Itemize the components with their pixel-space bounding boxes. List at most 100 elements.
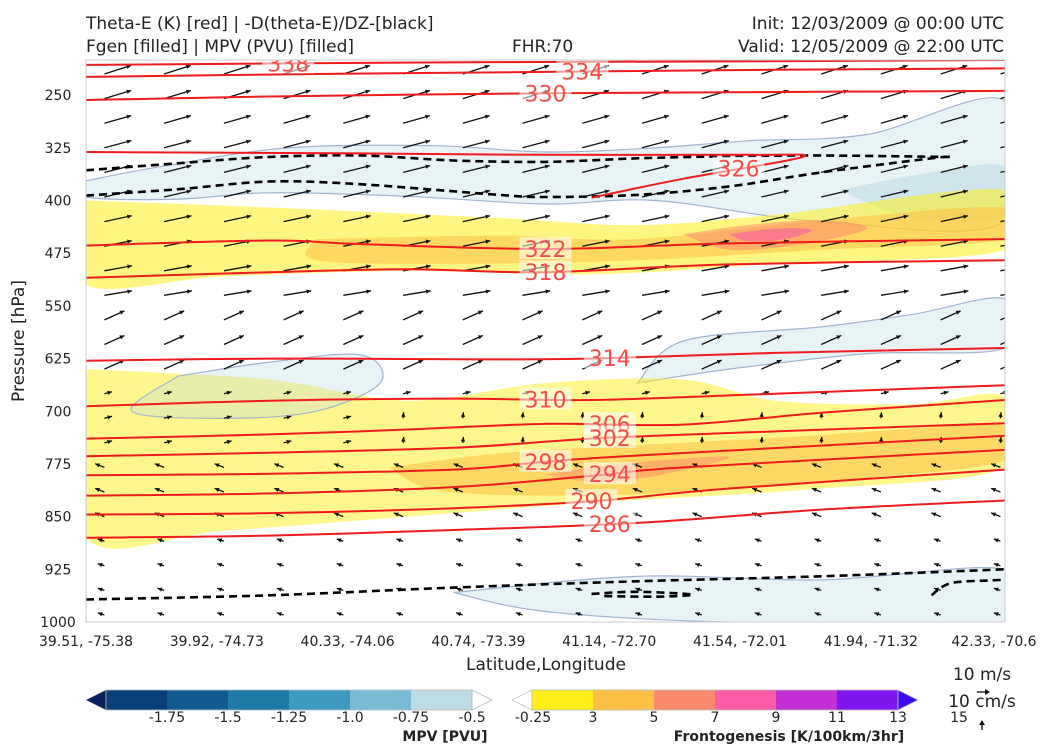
wind-arrowhead [396,563,402,567]
wind-arrowhead [365,239,371,244]
wind-arrow [1000,366,1005,370]
wind-arrowhead [962,114,968,119]
theta-e-contour-306 [86,399,1005,440]
wind-arrowhead [365,139,371,144]
contour-label-314: 314 [589,347,631,372]
fill-region [635,297,1005,384]
y-axis-ticks: 250 325 400 475 550 625 700 775 850 925 1000 [40,88,76,631]
wind-arrowhead [783,114,789,119]
wind-arrow [223,290,252,296]
wind-arrow [462,164,491,174]
wind-arrow [761,114,789,124]
wind-arrowhead [484,64,490,69]
wind-arrowhead [955,335,961,340]
wind-arrowhead [635,587,641,592]
contour-label-bg [262,60,315,74]
wind-arrowhead [537,360,543,364]
scale-arrowhead [985,689,990,695]
wind-arrowhead [298,310,304,315]
wind-arrow [402,189,431,198]
wind-arrowhead [991,463,997,468]
colorbar-swatch [167,690,229,710]
wind-arrow [223,215,252,223]
wind-arrowhead [754,612,760,617]
wind-arrowhead [1022,65,1027,69]
y-axis-label: Pressure [hPa] [9,280,29,402]
colorbar-swatch [837,690,899,710]
wind-arrowhead [776,360,782,364]
wind-arrowhead [95,463,101,468]
wind-arrowhead [305,164,311,169]
wind-arrow [761,189,789,198]
wind-arrowhead [1023,140,1028,144]
contour-label-290: 290 [571,490,613,515]
theta-e-contour-302 [86,422,1005,458]
wind-arrowhead [938,412,943,417]
wind-arrowhead [306,189,311,194]
wind-arrowhead [245,64,251,69]
wind-arrow [582,89,610,100]
contour-label-bg [556,60,609,82]
wind-arrowhead [993,538,999,543]
wind-arrowhead [127,239,132,244]
wind-arrowhead [879,412,884,417]
wind-arrow [761,139,789,149]
wind-arrowhead [424,64,430,69]
wind-arrow [462,139,490,149]
wind-arrowhead [425,139,431,144]
wind-arrow [641,164,670,174]
wind-arrowhead [126,64,131,69]
contour-label-302: 302 [589,427,631,452]
wind-arrowhead [405,390,411,395]
wind-arrowhead [604,214,610,219]
wind-arrowhead [456,612,462,617]
wind-arrow [522,290,551,296]
wind-arrowhead [185,64,191,69]
mpv-colorbar-title: MPV [PVU] [402,729,487,745]
wind-arrowhead [874,587,880,592]
wind-arrowhead [346,439,352,445]
wind-arrowhead [931,463,937,468]
wind-arrowhead [460,436,466,442]
wind-arrow [940,189,969,198]
wind-arrowhead [396,538,402,543]
wind-arrowhead [843,114,849,119]
wind-arrowhead [186,214,192,219]
wind-arrowhead [119,310,125,315]
wind-arrowhead [883,390,889,395]
wind-arrowhead [573,512,578,517]
wind-arrow [163,114,192,124]
theta-e-contour-322 [86,238,1005,251]
wind-arrow [283,265,312,272]
wind-arrowhead [692,512,698,517]
wind-arrowhead [418,310,424,315]
wind-arrowhead [934,538,939,543]
wind-arrowhead [604,189,610,194]
wind-arrowhead [716,360,722,364]
wind-arrowhead [842,64,848,69]
wind-arrowhead [871,463,877,468]
colorbar-swatch [106,690,168,710]
fgen-colorbar-title: Frontogenesis [K/100km/3hr] [674,729,904,745]
wind-arrowhead [358,335,364,340]
wind-arrow [880,290,909,296]
wind-arrowhead [635,612,641,617]
wind-arrowhead [336,563,342,567]
y-tick-label: 925 [45,562,72,578]
x-tick-label: 39.51, -75.38 [39,634,133,650]
title-line-2: Fgen [filled] | MPV (PVU) [filled] [86,37,355,57]
wind-arrow [701,114,729,124]
wind-arrowhead [477,335,483,340]
wind-arrowhead [214,463,220,468]
y-tick-label: 850 [45,510,72,526]
y-tick-label: 325 [45,141,72,157]
wind-arrow [641,64,669,75]
wind-arrowhead [575,563,581,567]
wind-arrowhead [955,310,961,315]
colorbar-tick-label: -0.25 [515,710,551,726]
wind-arrow [940,215,969,223]
wind-arrowhead [286,439,292,445]
wind-arrowhead [186,139,192,144]
wind-arrow [582,114,610,124]
